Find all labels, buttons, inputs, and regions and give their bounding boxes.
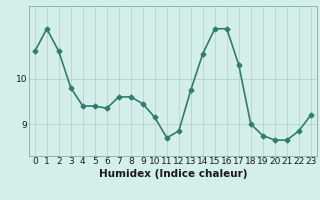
X-axis label: Humidex (Indice chaleur): Humidex (Indice chaleur): [99, 169, 247, 179]
